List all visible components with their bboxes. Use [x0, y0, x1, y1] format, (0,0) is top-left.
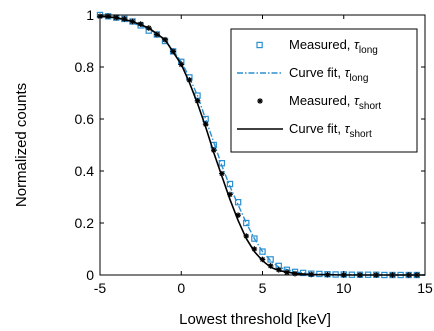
legend-label: Curve fit, τlong: [289, 65, 368, 84]
legend-label-main: Curve fit,: [289, 121, 345, 136]
legend-label: Curve fit, τshort: [289, 121, 372, 140]
legend-label-main: Measured,: [289, 37, 354, 52]
data-point-stroke: [203, 121, 209, 127]
legend-label-tau: τ: [354, 93, 360, 108]
legend-marker-swatch: [256, 41, 263, 49]
legend-label: Measured, τlong: [289, 37, 378, 56]
y-tick-label: 1: [86, 7, 94, 23]
x-tick-label: 10: [336, 280, 352, 296]
x-tick-label: 0: [177, 280, 185, 296]
legend-item: Curve fit, τshort: [237, 121, 372, 140]
legend-label-main: Curve fit,: [289, 65, 345, 80]
legend-label-tau: τ: [345, 121, 351, 136]
legend-item: Measured, τshort: [257, 93, 381, 112]
legend-marker-swatch: [257, 98, 263, 104]
data-point: [267, 256, 274, 263]
y-tick-label: 0.2: [75, 215, 95, 231]
legend-label-tau: τ: [354, 37, 360, 52]
legend-label-tau: τ: [345, 65, 351, 80]
data-point-stroke: [268, 263, 274, 269]
y-tick-label: 0.6: [75, 111, 95, 127]
y-tick-label: 0.4: [75, 163, 95, 179]
legend-item: Measured, τlong: [256, 37, 378, 56]
x-axis-label: Lowest threshold [keV]: [179, 311, 331, 328]
legend-label: Measured, τshort: [289, 93, 381, 112]
data-point: [259, 248, 266, 255]
legend-label-subscript: long: [350, 73, 369, 84]
legend-label-main: Measured,: [289, 93, 354, 108]
data-point-stroke: [219, 171, 225, 177]
data-point: [234, 199, 242, 206]
legend-label-subscript: short: [350, 129, 372, 140]
data-point: [251, 235, 258, 242]
y-axis-label: Normalized counts: [13, 83, 30, 207]
legend-item: Curve fit, τlong: [237, 65, 368, 84]
legend-label-subscript: long: [359, 45, 378, 56]
legend-box: [230, 28, 418, 153]
x-tick-label: 5: [259, 280, 267, 296]
data-point: [243, 219, 250, 227]
legend-label-subscript: short: [359, 101, 381, 112]
data-point-stroke: [260, 256, 265, 262]
x-tick-label: 15: [417, 280, 433, 296]
y-tick-label: 0: [86, 267, 94, 283]
x-tick-label: -5: [94, 280, 107, 296]
y-tick-label: 0.8: [75, 59, 95, 75]
